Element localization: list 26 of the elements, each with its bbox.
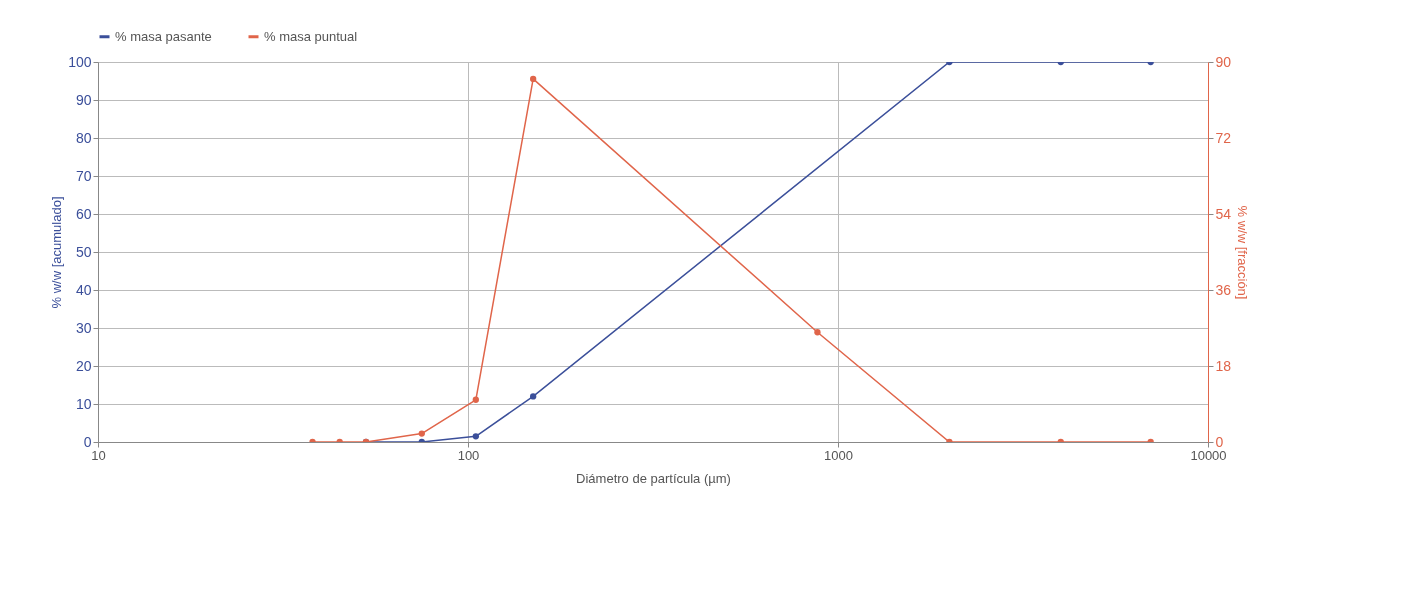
x-tick-label: 10 [91,447,106,463]
y-tick-label: 90 [75,91,92,108]
y-tick-label: 70 [75,167,92,184]
y2-tick-label: 18 [1215,357,1232,374]
y-tick-label: 40 [75,281,92,298]
y-tick-label: 80 [75,129,92,146]
y-axis-title: % w/w [acumulado] [49,196,65,309]
y2-axis-title: % w/w [fracción] [1235,205,1251,300]
y-tick-label: 60 [75,205,92,222]
y2-tick-label: 72 [1215,129,1232,146]
y2-tick-label: 54 [1215,205,1232,222]
y2-tick-label: 90 [1215,53,1232,70]
legend-label: % masa puntual [264,28,358,44]
y-tick-label: 100 [68,53,92,70]
y-tick-label: 50 [75,243,92,260]
y-tick-label: 0 [83,433,92,450]
legend-label: % masa pasante [115,28,212,44]
y2-tick-label: 0 [1215,433,1224,450]
x-tick-label: 10000 [1190,447,1227,463]
y-tick-label: 10 [75,395,92,412]
x-tick-label: 1000 [824,447,853,463]
x-axis-title: Diámetro de partícula (µm) [576,470,731,486]
y-tick-label: 30 [75,319,92,336]
y-tick-label: 20 [75,357,92,374]
y2-tick-label: 36 [1215,281,1232,298]
x-tick-label: 100 [457,447,480,463]
